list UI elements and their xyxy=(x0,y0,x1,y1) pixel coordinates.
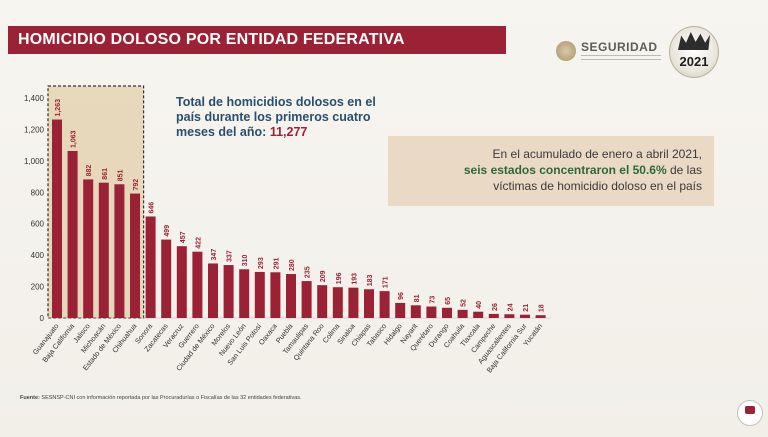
callout-highlight: seis estados concentraron el 50.6% xyxy=(463,163,667,177)
data-label: 196 xyxy=(336,272,343,284)
data-label: 1,063 xyxy=(71,130,78,148)
data-label: 1,263 xyxy=(55,99,62,117)
bar xyxy=(379,291,390,318)
bar xyxy=(98,182,109,318)
y-tick-label: 400 xyxy=(31,251,45,260)
bar xyxy=(270,272,281,318)
bar xyxy=(223,265,234,318)
bar xyxy=(114,184,125,318)
data-label: 171 xyxy=(383,276,390,288)
bar xyxy=(520,314,530,318)
bar xyxy=(504,314,515,318)
data-label: 81 xyxy=(414,294,421,302)
bar xyxy=(145,216,156,318)
bar xyxy=(457,309,468,318)
data-label: 792 xyxy=(133,179,140,191)
data-label: 235 xyxy=(305,266,312,278)
data-label: 646 xyxy=(149,202,156,214)
data-label: 73 xyxy=(429,296,436,304)
year-badge-logo: 2021 xyxy=(669,26,719,78)
logo-underline xyxy=(581,55,661,60)
data-label: 861 xyxy=(102,168,109,180)
data-label: 18 xyxy=(539,304,546,312)
data-label: 209 xyxy=(320,270,327,282)
bar xyxy=(192,251,203,318)
callout-line1: En el acumulado de enero a abril 2021, xyxy=(492,147,702,161)
bar xyxy=(130,193,140,318)
bar xyxy=(442,307,452,318)
y-tick-label: 600 xyxy=(31,220,45,229)
data-label: 293 xyxy=(258,257,265,269)
y-tick-label: 1,000 xyxy=(24,157,45,166)
y-tick-label: 200 xyxy=(31,283,45,292)
bar xyxy=(410,305,421,318)
total-heading-text: Total de homicidios dolosos en el país d… xyxy=(176,95,376,139)
callout-line2: seis estados concentraron el 50.6% de la… xyxy=(388,162,702,178)
source-label: Fuente: xyxy=(20,395,40,401)
bar xyxy=(83,179,94,318)
bar xyxy=(426,306,437,318)
seal-icon xyxy=(556,41,576,61)
data-label: 337 xyxy=(227,250,234,262)
bar xyxy=(317,285,328,318)
source-text: SESNSP-CNI con información reportada por… xyxy=(41,395,302,401)
chart-area: 0 200 400 600 800 1,000 1,200 1,400 1,263 Guanaju… xyxy=(0,70,768,390)
bar xyxy=(239,269,250,318)
y-tick-label: 1,200 xyxy=(24,125,45,134)
bar xyxy=(161,239,172,318)
bar xyxy=(301,281,312,318)
bar-chart: 02004006008001,0001,2001,4001,263Guanaju… xyxy=(24,85,552,374)
callout-line3: víctimas de homicidio doloso en el país xyxy=(493,179,702,193)
bar xyxy=(488,313,499,318)
bar xyxy=(332,287,343,318)
data-label: 499 xyxy=(164,225,171,237)
data-label: 422 xyxy=(195,237,202,249)
bar xyxy=(364,289,374,318)
y-tick-label: 0 xyxy=(40,314,45,323)
bar xyxy=(395,302,406,318)
callout-line2-rest: de las xyxy=(666,163,702,177)
data-label: 851 xyxy=(117,169,124,181)
footer-logo xyxy=(737,400,763,426)
data-label: 40 xyxy=(476,301,483,309)
page-title: HOMICIDIO DOLOSO POR ENTIDAD FEDERATIVA xyxy=(8,26,506,54)
data-label: 24 xyxy=(507,303,514,311)
data-label: 882 xyxy=(86,165,93,177)
year-badge-text: 2021 xyxy=(679,54,709,69)
bar xyxy=(286,274,296,318)
bar xyxy=(176,246,187,318)
data-label: 26 xyxy=(492,303,499,311)
data-label: 457 xyxy=(180,231,187,243)
bar xyxy=(208,263,218,318)
seguridad-label: SEGURIDAD xyxy=(581,40,658,54)
bar xyxy=(52,119,62,319)
footer-logo-mark xyxy=(745,406,755,414)
crown-icon xyxy=(678,32,710,50)
data-label: 291 xyxy=(273,257,280,269)
data-label: 96 xyxy=(398,292,405,300)
data-label: 280 xyxy=(289,259,296,271)
bar xyxy=(67,150,78,318)
bar xyxy=(535,315,546,318)
data-label: 183 xyxy=(367,274,374,286)
source-footnote: Fuente: SESNSP-CNI con información repor… xyxy=(20,395,302,401)
data-label: 52 xyxy=(461,299,468,307)
bar xyxy=(254,271,265,318)
data-label: 21 xyxy=(523,304,530,312)
total-heading: Total de homicidios dolosos en el país d… xyxy=(176,95,376,140)
data-label: 347 xyxy=(211,249,218,261)
highlight-box xyxy=(48,86,144,318)
bar xyxy=(348,287,359,318)
data-label: 310 xyxy=(242,254,249,266)
bar xyxy=(473,311,484,318)
seguridad-logo: SEGURIDAD xyxy=(556,40,666,66)
y-tick-label: 1,400 xyxy=(24,94,45,103)
total-value: 11,277 xyxy=(269,125,308,139)
data-label: 193 xyxy=(351,273,358,285)
y-tick-label: 800 xyxy=(31,188,45,197)
callout-box: En el acumulado de enero a abril 2021, s… xyxy=(388,136,714,206)
data-label: 65 xyxy=(445,297,452,305)
